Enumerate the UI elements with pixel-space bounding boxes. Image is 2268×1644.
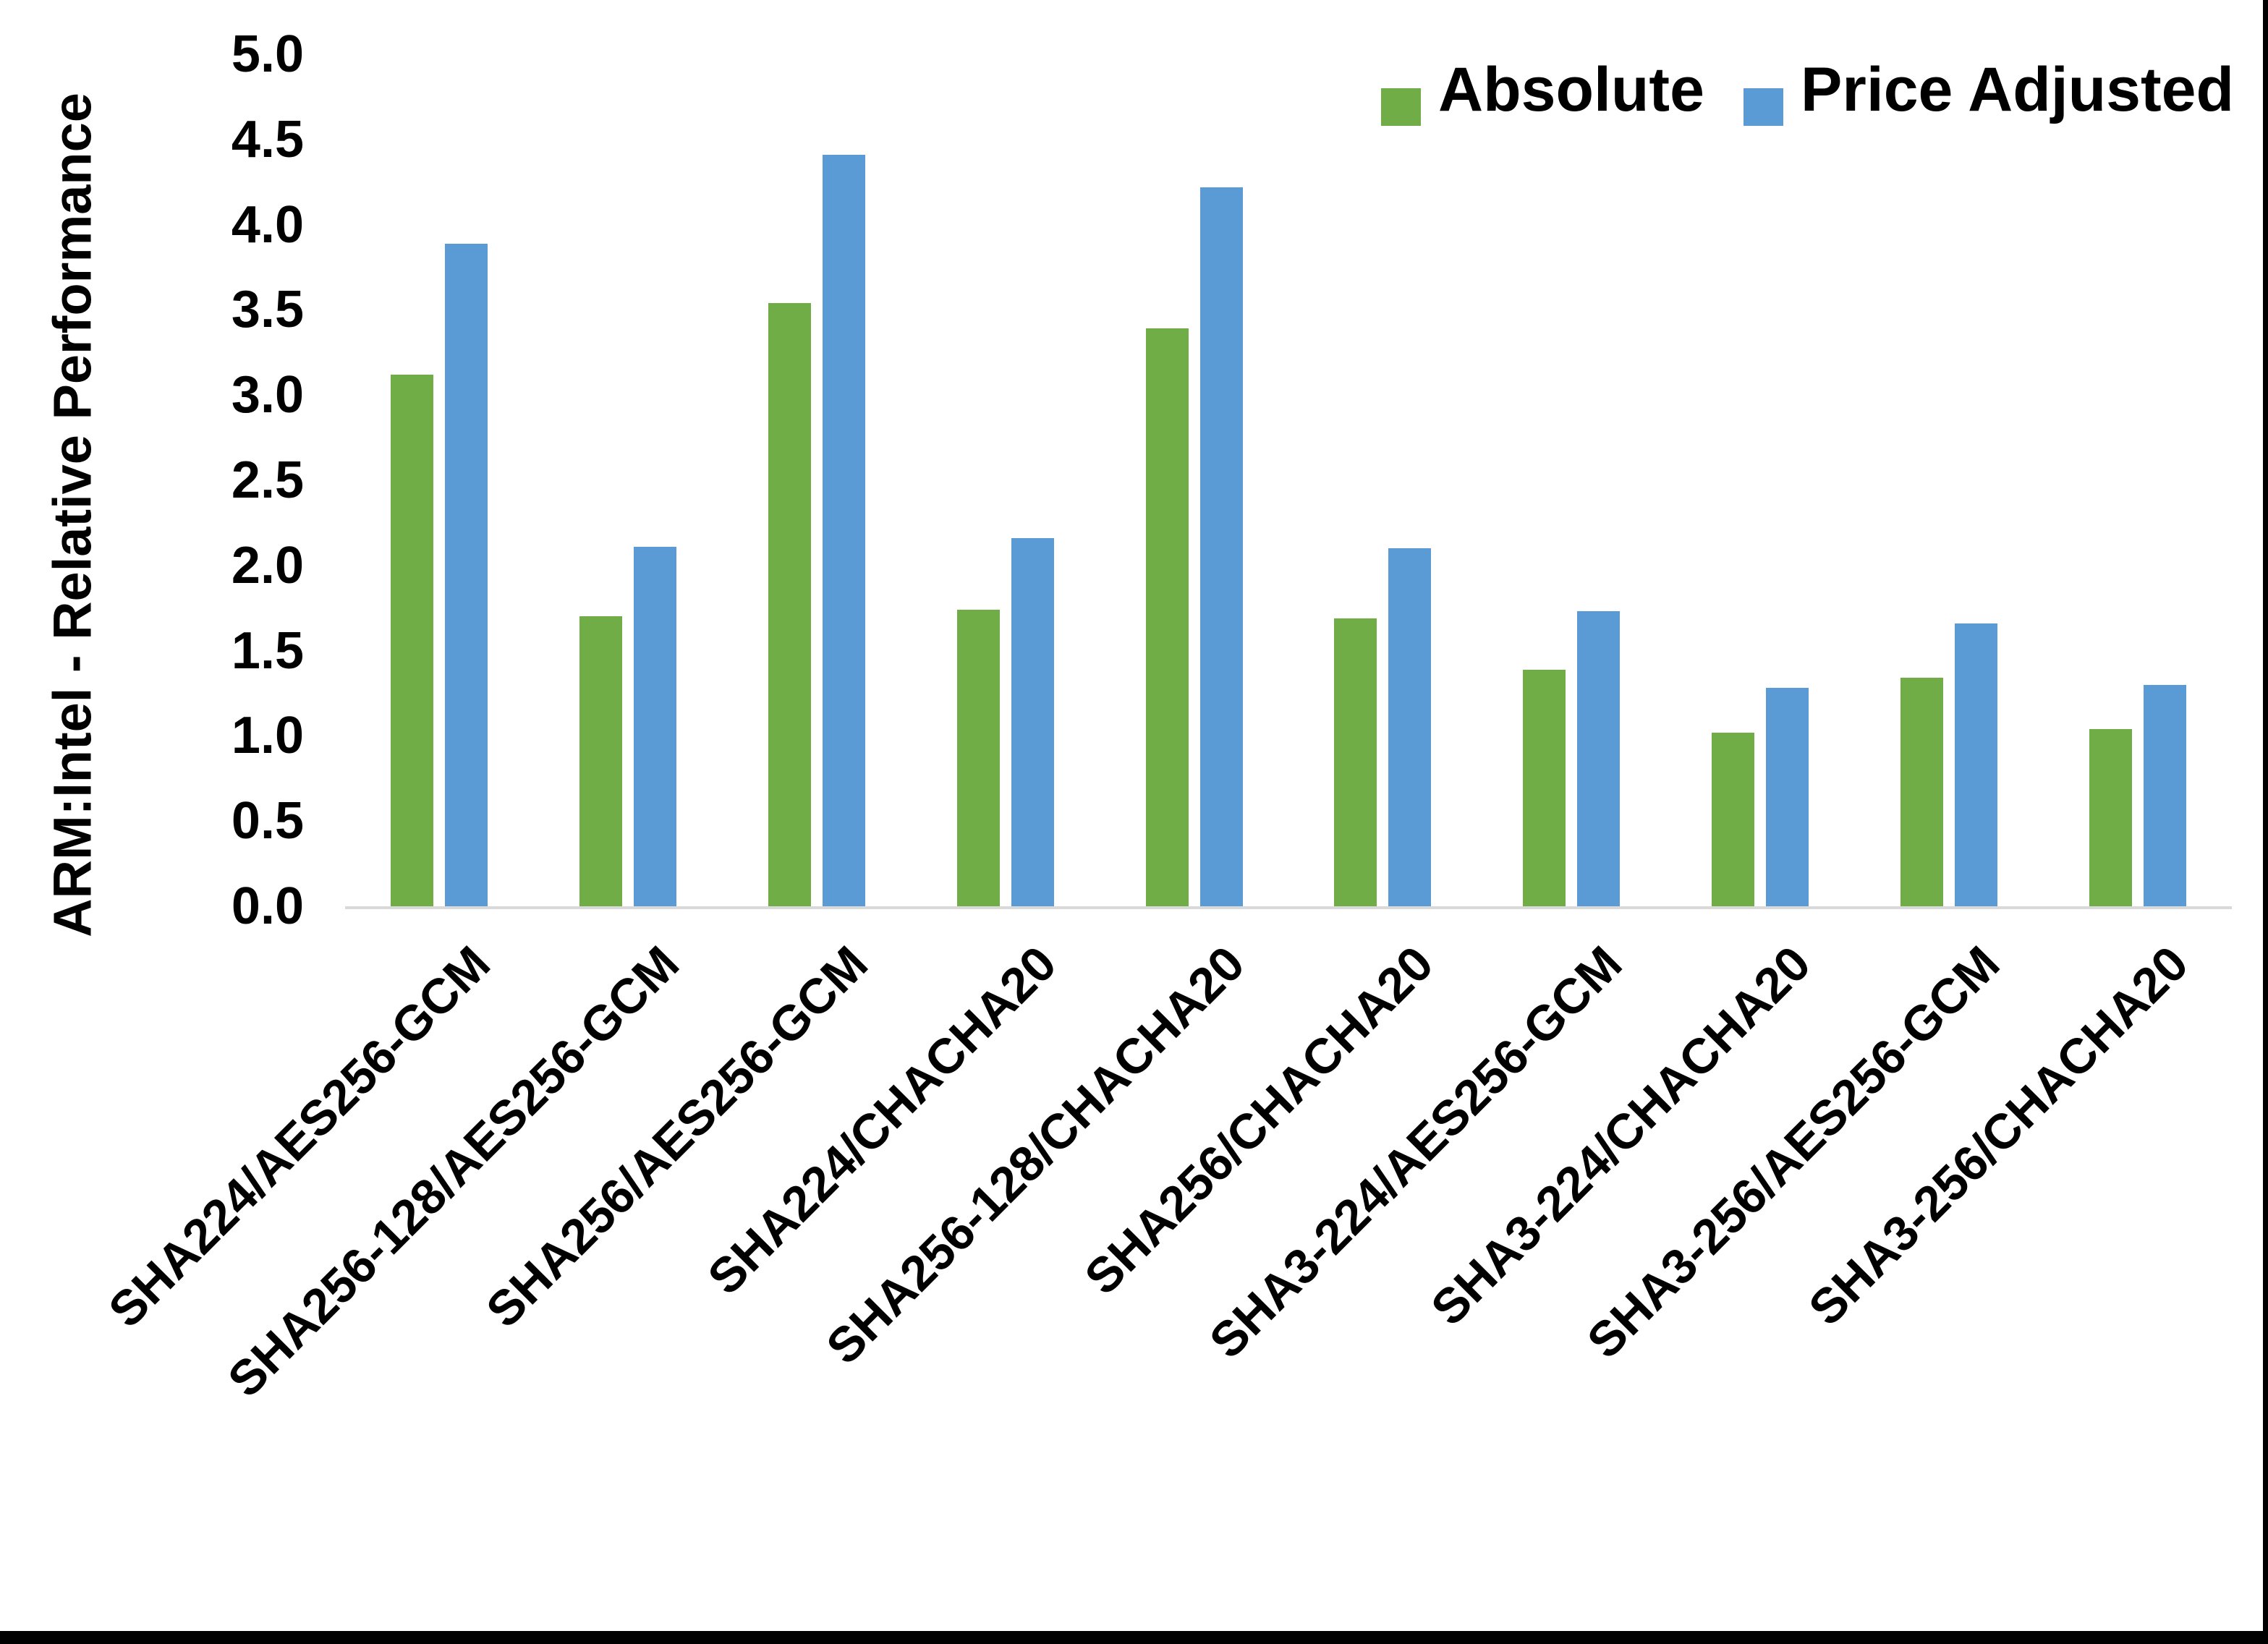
x-axis-baseline (345, 906, 2232, 909)
legend-swatch-price-adjusted-icon (1744, 88, 1783, 126)
legend-label-price-adjusted: Price Adjusted (1801, 55, 2234, 124)
bar-price-adjusted (445, 243, 488, 906)
bar-absolute (1900, 678, 1943, 906)
y-tick-label: 1.5 (231, 621, 304, 680)
frame-border-right (2263, 0, 2268, 1644)
x-category-label: SHA224/CHACHA20 (697, 935, 1067, 1306)
bar-price-adjusted (823, 155, 865, 906)
x-category-label: SHA224/AES256-GCM (98, 935, 501, 1338)
bar-absolute (956, 610, 1000, 906)
bar-absolute (1523, 669, 1566, 906)
bar-absolute (579, 616, 623, 906)
bar-absolute (1334, 618, 1377, 906)
x-category-label: SHA256/CHACHA20 (1074, 935, 1444, 1306)
bar-absolute (2089, 728, 2132, 906)
bar-price-adjusted (1577, 611, 1621, 906)
y-tick-label: 3.5 (231, 281, 304, 339)
bar-price-adjusted (1766, 688, 1809, 906)
y-tick-label: 1.0 (231, 707, 304, 765)
bar-price-adjusted (1011, 538, 1054, 906)
y-tick-label: 5.0 (231, 25, 304, 83)
bar-absolute (768, 302, 811, 906)
bar-price-adjusted (1954, 623, 1997, 906)
bar-price-adjusted (1199, 187, 1243, 906)
bar-price-adjusted (2143, 684, 2186, 906)
legend-swatch-absolute-icon (1381, 88, 1421, 126)
frame-border-bottom (0, 1631, 2268, 1644)
y-tick-label: 4.0 (231, 195, 304, 254)
bar-absolute (391, 374, 434, 906)
y-tick-label: 3.0 (231, 366, 304, 425)
x-category-label: SHA3-224/CHACHA20 (1421, 935, 1822, 1337)
plot-area (345, 54, 2232, 909)
legend-label-absolute: Absolute (1438, 55, 1704, 124)
y-tick-label: 2.0 (231, 536, 304, 595)
x-category-label: SHA3-256/CHACHA20 (1798, 935, 2199, 1337)
y-tick-label: 0.5 (231, 792, 304, 851)
y-tick-label: 0.0 (231, 877, 304, 935)
y-tick-label: 2.5 (231, 451, 304, 509)
bar-price-adjusted (1388, 548, 1432, 906)
x-category-label: SHA256/AES256-GCM (475, 935, 878, 1338)
bar-price-adjusted (634, 546, 677, 906)
y-tick-label: 4.5 (231, 110, 304, 169)
bar-absolute (1145, 328, 1189, 906)
bar-absolute (1712, 732, 1754, 906)
